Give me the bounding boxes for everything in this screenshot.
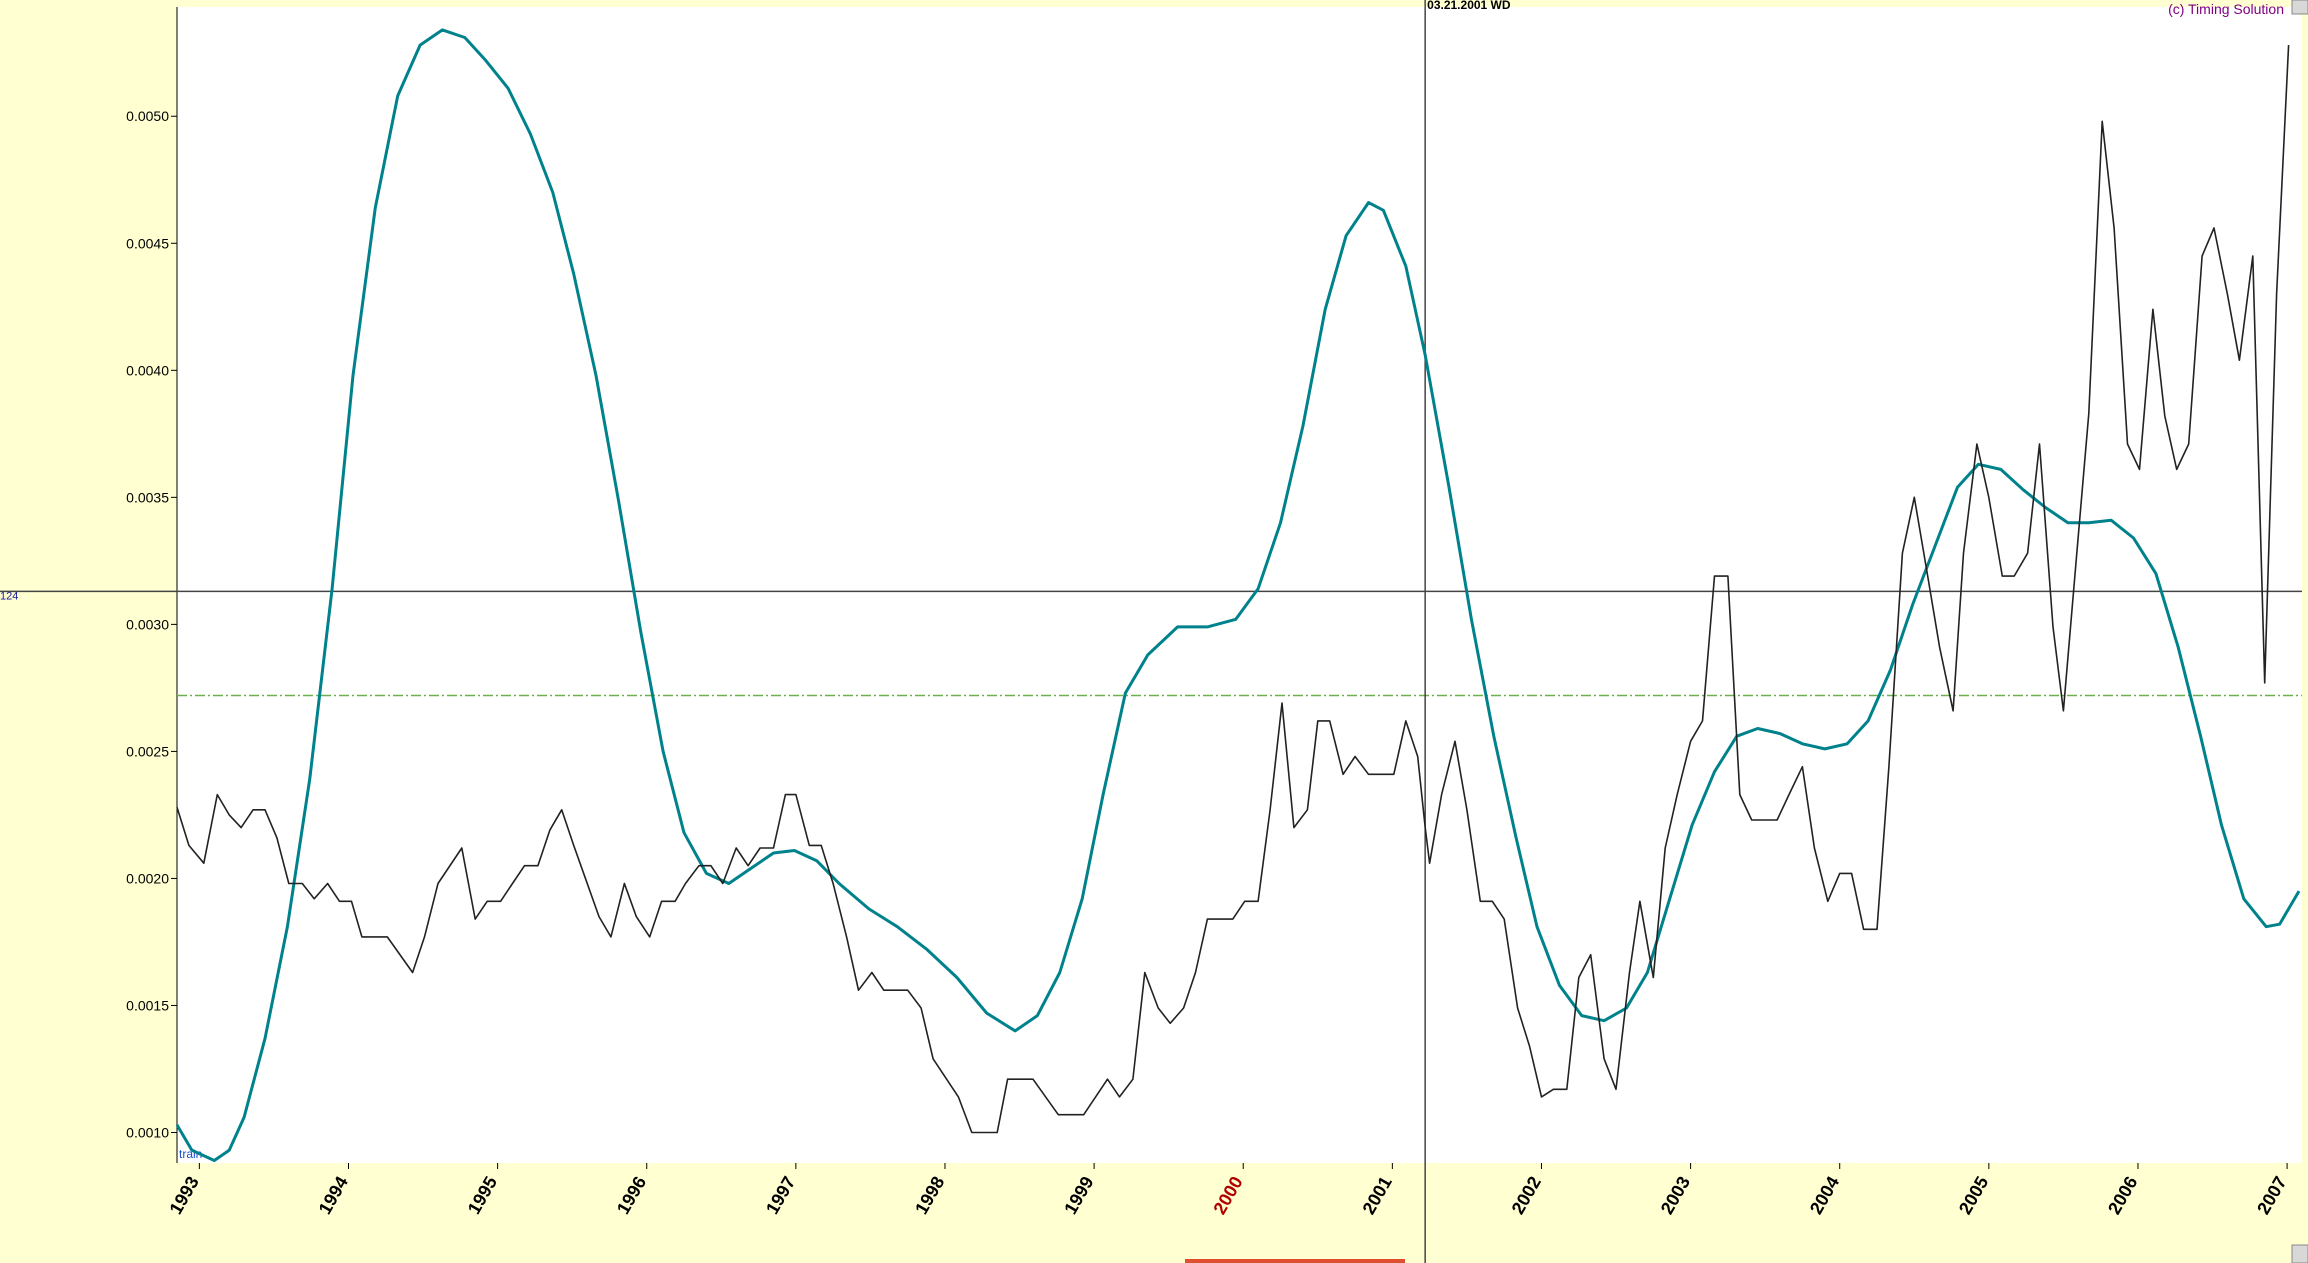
y-tick-label: 0.0015 — [126, 997, 169, 1013]
y-tick-label: 0.0045 — [126, 235, 169, 251]
x-tick-label: 1999 — [1060, 1173, 1097, 1218]
x-tick-label: 2005 — [1955, 1173, 1992, 1218]
x-tick-label: 2000 — [1209, 1173, 1246, 1218]
scroll-button[interactable] — [2291, 1244, 2308, 1263]
x-tick-label: 2002 — [1508, 1173, 1545, 1218]
x-tick-label: 2003 — [1657, 1173, 1694, 1218]
cursor-label: 03.21.2001 WD — [1427, 0, 1511, 12]
x-tick-label: 1997 — [762, 1173, 799, 1218]
interval-label: train — [179, 1147, 202, 1161]
x-tick-label: 1994 — [315, 1173, 352, 1218]
series-line — [176, 45, 2290, 1134]
series-line — [175, 28, 2301, 1162]
y-tick-label: 0.0010 — [126, 1125, 169, 1141]
y-tick-label: 0.0050 — [126, 108, 169, 124]
x-tick-label: 2004 — [1806, 1173, 1843, 1218]
y-tick-label: 0.0030 — [126, 616, 169, 632]
y-tick-label: 0.0020 — [126, 870, 169, 886]
x-tick-label: 1996 — [613, 1173, 650, 1218]
x-tick-label: 1993 — [165, 1173, 202, 1218]
y-tick-label: 0.0025 — [126, 743, 169, 759]
x-tick-label: 2007 — [2253, 1173, 2290, 1218]
y-tick-label: 0.0040 — [126, 362, 169, 378]
x-tick-label: 1995 — [464, 1173, 501, 1218]
scroll-thumb[interactable] — [1185, 1259, 1405, 1263]
plot-area — [177, 7, 2302, 1163]
x-tick-label: 2001 — [1358, 1173, 1395, 1218]
y-tick-label: 0.0035 — [126, 489, 169, 505]
x-tick-label: 2006 — [2104, 1173, 2141, 1218]
scroll-button[interactable] — [2291, 0, 2308, 15]
hline-label: 124 — [0, 590, 18, 602]
x-tick-label: 1998 — [911, 1173, 948, 1218]
watermark: (c) Timing Solution — [2168, 1, 2284, 17]
